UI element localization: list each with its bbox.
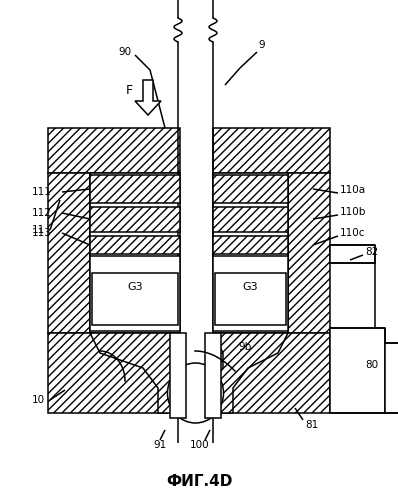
Bar [213,207,288,232]
Bar [205,333,221,418]
Bar [92,273,178,325]
Bar [213,256,288,331]
Text: 9: 9 [258,40,265,50]
Text: 100: 100 [190,440,210,450]
Text: 9b: 9b [238,342,251,352]
Text: 90: 90 [118,47,131,57]
Text: 82: 82 [365,247,378,257]
Text: 113: 113 [32,228,52,238]
Bar [90,256,180,331]
Bar [48,173,90,333]
Bar [385,343,398,413]
Polygon shape [135,80,161,115]
Bar [213,128,330,173]
Ellipse shape [168,363,224,423]
Text: G3: G3 [127,282,143,292]
Text: 110b: 110b [340,207,367,217]
Bar [90,236,180,254]
Text: 80: 80 [365,360,378,370]
Bar [170,333,186,418]
Polygon shape [208,333,288,413]
Bar [330,245,375,263]
Bar [90,175,180,203]
Bar [288,173,330,333]
Bar [213,333,330,413]
Text: G3: G3 [242,282,258,292]
Bar [90,207,180,232]
Text: ФИГ.4D: ФИГ.4D [166,474,232,490]
Bar [215,273,286,325]
Text: 111: 111 [32,187,52,197]
Polygon shape [90,333,183,413]
Text: 110a: 110a [340,185,366,195]
Text: 81: 81 [305,420,318,430]
Text: 112: 112 [32,208,52,218]
Bar [213,175,288,203]
Text: 110c: 110c [340,228,365,238]
Text: F: F [126,84,133,96]
Bar [90,173,180,333]
Bar [213,173,288,333]
Text: 11: 11 [32,225,45,235]
Text: 10: 10 [32,395,45,405]
Bar [48,333,180,413]
Bar [48,128,180,173]
Text: 91: 91 [153,440,167,450]
Bar [213,236,288,254]
Bar [330,328,385,413]
